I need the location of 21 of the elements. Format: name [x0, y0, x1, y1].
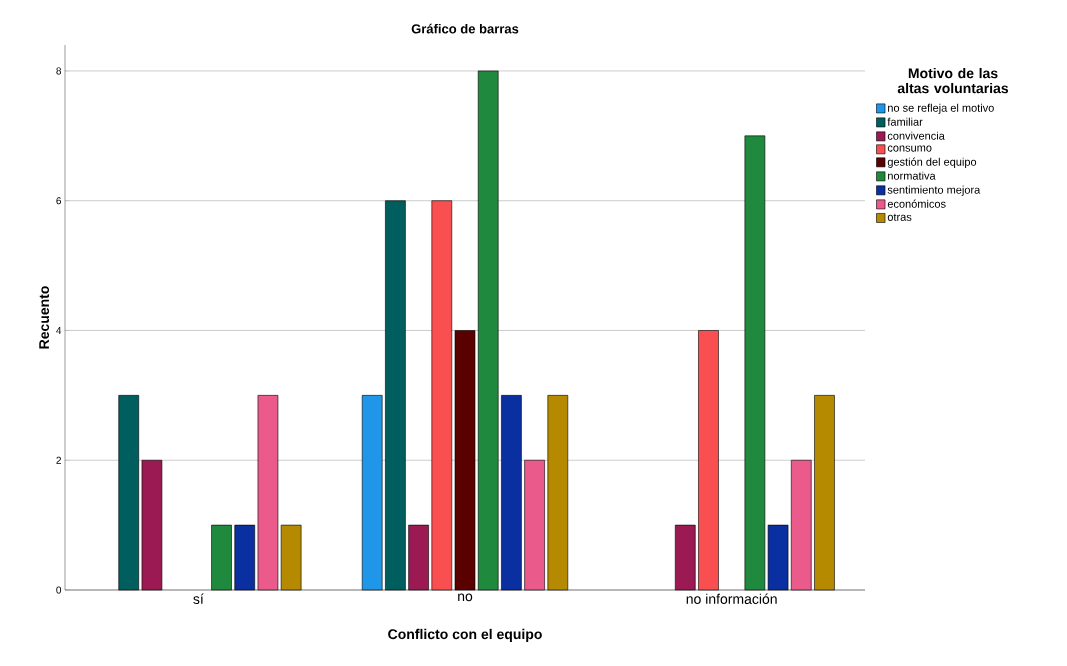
legend-label: económicos [887, 199, 946, 208]
x-tick-label: no [458, 593, 473, 602]
y-tick-label: 4 [56, 327, 62, 334]
x-tick-label: no información [686, 593, 777, 604]
legend-label: consumo [887, 145, 932, 152]
legend-label: otras [887, 213, 912, 221]
legend-label: familiar [887, 117, 923, 126]
x-axis-title: Conflicto con el equipo [388, 628, 542, 642]
legend-label: sentimiento mejora [887, 185, 981, 196]
y-axis-title: Recuento [39, 286, 50, 349]
y-tick-label: 2 [56, 456, 61, 464]
x-tick-label: sí [193, 593, 204, 604]
chart-title: Gráfico de barras [411, 23, 519, 34]
legend-label: gestión del equipo [887, 157, 977, 168]
legend-label: normativa [888, 171, 936, 180]
y-tick-label: 8 [56, 67, 62, 75]
legend-label: no se refleja el motivo [888, 103, 994, 114]
legend-label: convivencia [887, 131, 945, 140]
y-tick-label: 6 [56, 197, 62, 205]
y-tick-label: 0 [56, 586, 62, 594]
legend-title: Motivo de las altas voluntarias [897, 67, 1009, 94]
